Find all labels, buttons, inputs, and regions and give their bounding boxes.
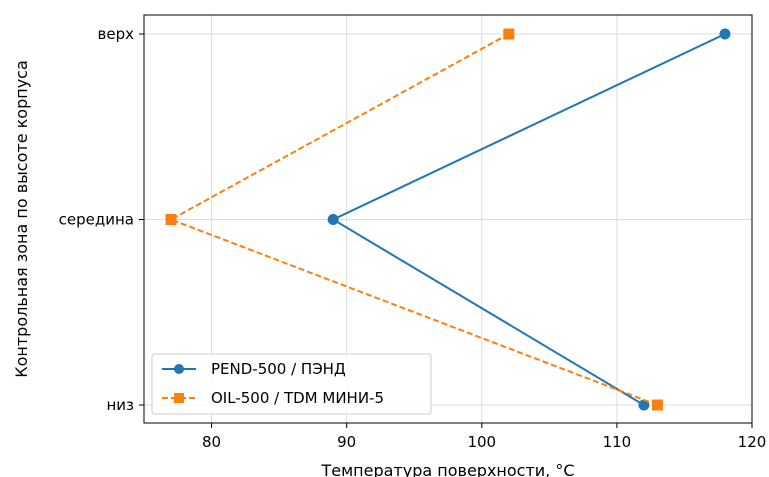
x-axis-label: Температура поверхности, °C <box>320 461 574 477</box>
series-line-1 <box>168 33 658 406</box>
legend-frame <box>151 353 432 415</box>
legend-marker-pend <box>174 364 184 374</box>
data-point-0 <box>327 214 339 225</box>
y-axis-label: Контрольная зона по высоте корпуса <box>12 60 31 378</box>
data-point-1 <box>651 399 663 411</box>
data-point-0 <box>638 399 650 411</box>
data-point-1 <box>165 214 177 225</box>
x-tick-label: 100 <box>467 433 496 451</box>
legend-label-pend: PEND-500 / ПЭНД <box>211 360 346 378</box>
y-tick-label: низ <box>106 396 134 414</box>
y-tick-label: середина <box>59 211 134 229</box>
y-tick-label: верх <box>98 25 135 43</box>
data-point-0 <box>719 28 731 40</box>
x-tick-label: 90 <box>337 433 356 451</box>
legend: PEND-500 / ПЭНД OIL-500 / TDM МИНИ-5 <box>151 353 432 415</box>
x-tick-label: 110 <box>603 433 632 451</box>
x-tick-label: 120 <box>738 433 767 451</box>
data-point-1 <box>503 28 515 40</box>
legend-label-oil: OIL-500 / TDM МИНИ-5 <box>211 389 384 407</box>
x-tick-label: 80 <box>202 433 221 451</box>
legend-marker-oil <box>174 393 184 403</box>
x-axis-ticks: 80 90 100 110 120 <box>202 423 766 451</box>
y-axis-ticks: низ середина верх <box>59 25 144 414</box>
series-lines <box>165 28 731 411</box>
